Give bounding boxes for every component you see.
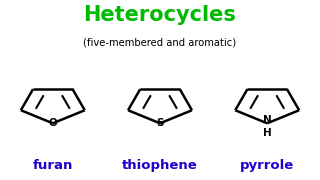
Text: thiophene: thiophene	[122, 159, 198, 172]
Text: O: O	[48, 118, 57, 128]
Text: H: H	[263, 128, 272, 138]
Text: Heterocycles: Heterocycles	[84, 5, 236, 25]
Text: pyrrole: pyrrole	[240, 159, 294, 172]
Text: furan: furan	[33, 159, 73, 172]
Text: (five-membered and aromatic): (five-membered and aromatic)	[84, 38, 236, 48]
Text: S: S	[156, 118, 164, 128]
Text: N: N	[263, 115, 272, 125]
